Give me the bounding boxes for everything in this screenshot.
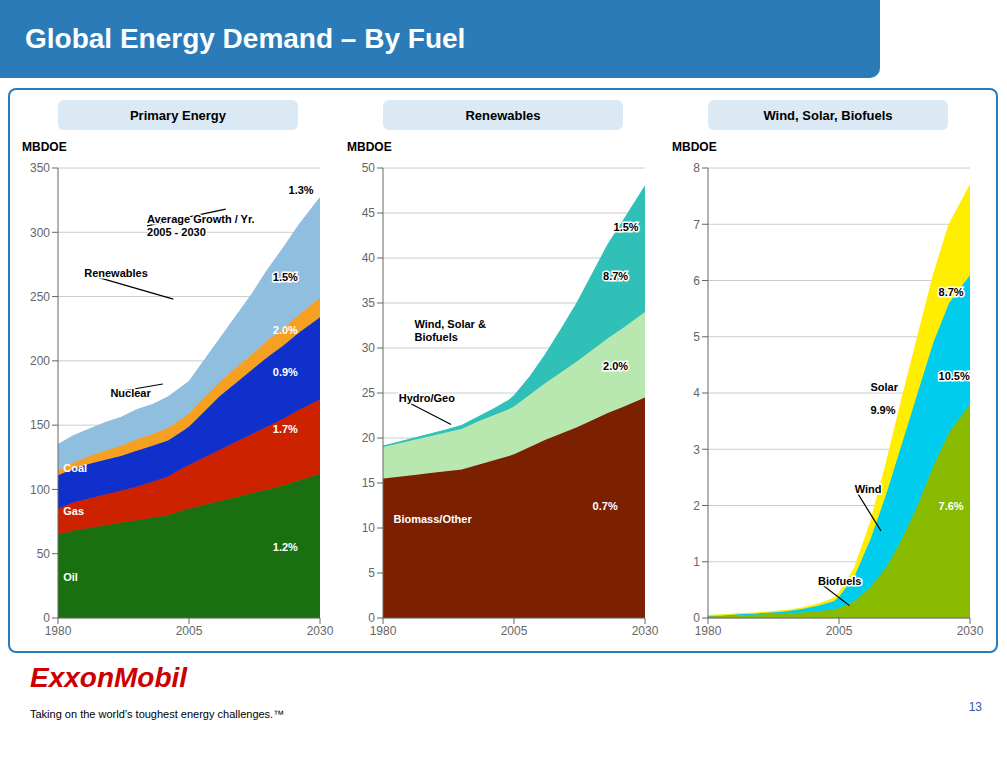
svg-text:2005: 2005 bbox=[176, 624, 203, 638]
svg-text:2.0%: 2.0% bbox=[273, 324, 298, 336]
html-text:Global Energy Demand – By Fuel: Global Energy Demand – By Fuel bbox=[25, 23, 466, 54]
svg-text:2005: 2005 bbox=[501, 624, 528, 638]
svg-text:150: 150 bbox=[30, 418, 50, 432]
svg-text:Wind, Solar &Biofuels: Wind, Solar &Biofuels bbox=[414, 318, 485, 343]
svg-text:40: 40 bbox=[362, 251, 376, 265]
html-text:Primary Energy: Primary Energy bbox=[129, 107, 226, 123]
svg-text:0: 0 bbox=[43, 611, 50, 625]
svg-text:Oil: Oil bbox=[63, 571, 78, 583]
svg-text:6: 6 bbox=[693, 274, 700, 288]
svg-text:2030: 2030 bbox=[632, 624, 659, 638]
svg-text:100: 100 bbox=[30, 483, 50, 497]
svg-text:4: 4 bbox=[693, 386, 700, 400]
html-text:MBDOE: MBDOE bbox=[672, 140, 717, 154]
svg-text:300: 300 bbox=[30, 226, 50, 240]
svg-text:1.5%: 1.5% bbox=[614, 221, 639, 233]
html-text:ExxonMobil: ExxonMobil bbox=[30, 662, 188, 693]
svg-text:2.0%: 2.0% bbox=[603, 360, 628, 372]
svg-text:Wind: Wind bbox=[855, 483, 882, 495]
svg-text:Solar: Solar bbox=[870, 381, 898, 393]
svg-text:5: 5 bbox=[368, 566, 375, 580]
svg-text:1.5%: 1.5% bbox=[273, 271, 298, 283]
html-text:MBDOE: MBDOE bbox=[22, 140, 67, 154]
svg-text:1980: 1980 bbox=[45, 624, 72, 638]
svg-text:0.7%: 0.7% bbox=[593, 500, 618, 512]
svg-text:250: 250 bbox=[30, 290, 50, 304]
svg-text:Hydro/Geo: Hydro/Geo bbox=[399, 392, 456, 404]
svg-text:1980: 1980 bbox=[370, 624, 397, 638]
svg-text:0.9%: 0.9% bbox=[273, 366, 298, 378]
svg-text:9.9%: 9.9% bbox=[870, 404, 895, 416]
svg-text:30: 30 bbox=[362, 341, 376, 355]
svg-text:2030: 2030 bbox=[307, 624, 334, 638]
svg-text:Nuclear: Nuclear bbox=[110, 387, 151, 399]
svg-text:1.2%: 1.2% bbox=[273, 541, 298, 553]
svg-text:Gas: Gas bbox=[63, 505, 84, 517]
svg-text:0: 0 bbox=[368, 611, 375, 625]
svg-text:15: 15 bbox=[362, 476, 376, 490]
svg-text:8.7%: 8.7% bbox=[939, 286, 964, 298]
svg-text:0: 0 bbox=[693, 611, 700, 625]
html-text:MBDOE: MBDOE bbox=[347, 140, 392, 154]
svg-text:1980: 1980 bbox=[695, 624, 722, 638]
svg-text:35: 35 bbox=[362, 296, 376, 310]
svg-text:20: 20 bbox=[362, 431, 376, 445]
svg-text:200: 200 bbox=[30, 354, 50, 368]
svg-text:7: 7 bbox=[693, 218, 700, 232]
svg-text:10: 10 bbox=[362, 521, 376, 535]
svg-text:Biomass/Other: Biomass/Other bbox=[393, 513, 472, 525]
svg-text:2005: 2005 bbox=[826, 624, 853, 638]
svg-text:Biofuels: Biofuels bbox=[818, 575, 861, 587]
html-text:Taking on the world’s toughest: Taking on the world’s toughest energy ch… bbox=[30, 708, 285, 720]
html-text:Renewables: Renewables bbox=[465, 107, 541, 123]
svg-text:8: 8 bbox=[693, 161, 700, 175]
svg-text:50: 50 bbox=[37, 547, 51, 561]
svg-text:1.3%: 1.3% bbox=[289, 184, 314, 196]
svg-text:Average Growth / Yr.2005 - 20: Average Growth / Yr.2005 - 2030 bbox=[147, 213, 255, 238]
svg-text:8.7%: 8.7% bbox=[603, 270, 628, 282]
svg-text:Renewables: Renewables bbox=[84, 267, 148, 279]
svg-text:3: 3 bbox=[693, 443, 700, 457]
svg-text:5: 5 bbox=[693, 330, 700, 344]
svg-text:2030: 2030 bbox=[957, 624, 984, 638]
svg-text:350: 350 bbox=[30, 161, 50, 175]
svg-text:25: 25 bbox=[362, 386, 376, 400]
svg-text:2: 2 bbox=[693, 499, 700, 513]
svg-text:50: 50 bbox=[362, 161, 376, 175]
svg-text:Coal: Coal bbox=[63, 462, 87, 474]
html-text:13: 13 bbox=[968, 700, 982, 714]
svg-text:45: 45 bbox=[362, 206, 376, 220]
svg-text:7.6%: 7.6% bbox=[939, 500, 964, 512]
svg-text:10.5%: 10.5% bbox=[939, 370, 970, 382]
svg-text:1: 1 bbox=[693, 555, 700, 569]
html-text:Wind, Solar, Biofuels: Wind, Solar, Biofuels bbox=[763, 107, 893, 123]
svg-text:1.7%: 1.7% bbox=[273, 423, 298, 435]
